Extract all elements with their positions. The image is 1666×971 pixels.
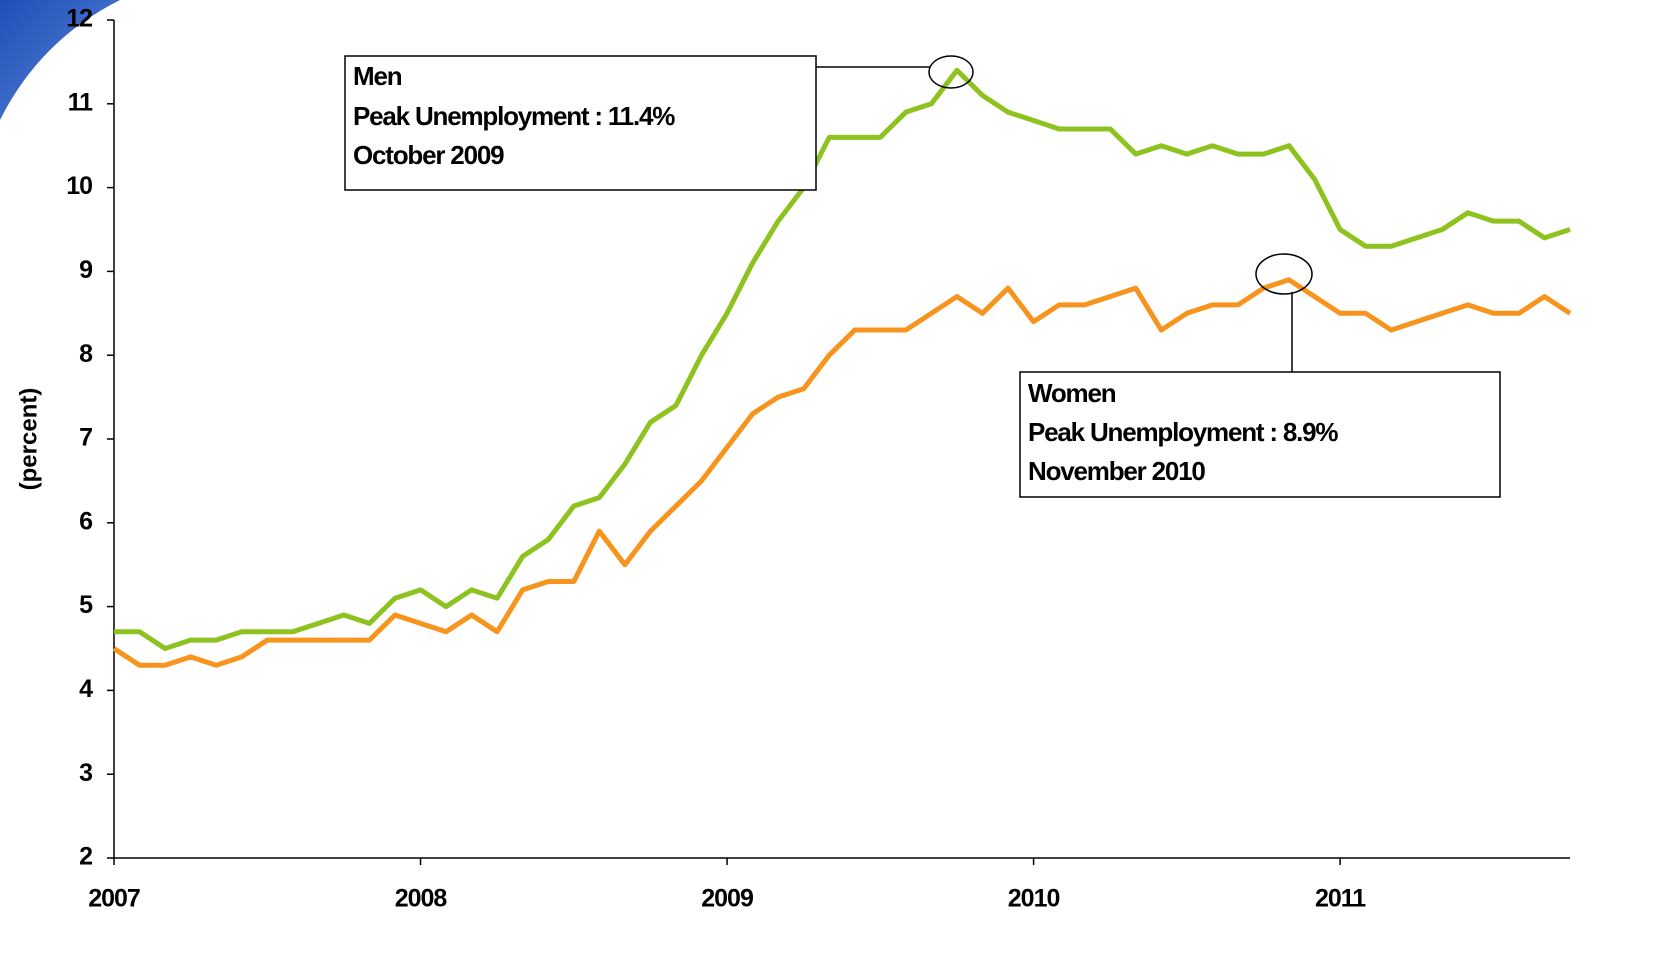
y-tick-label: 10 xyxy=(66,172,92,200)
x-tick-label: 2009 xyxy=(701,885,753,913)
annotation-text: Men xyxy=(353,61,402,91)
y-tick-label: 3 xyxy=(79,759,92,787)
annotation-box xyxy=(344,55,817,191)
x-tick-label: 2011 xyxy=(1315,885,1366,913)
y-tick-label: 12 xyxy=(66,5,92,33)
annotation-text: Women xyxy=(1028,378,1116,408)
y-tick-label: 6 xyxy=(79,507,92,535)
annotation-text: Peak Unemployment : 11.4% xyxy=(353,101,675,131)
x-tick-label: 2008 xyxy=(395,885,448,913)
y-tick-label: 4 xyxy=(79,675,93,703)
line-series xyxy=(112,277,1572,668)
highlight-circle xyxy=(928,55,974,89)
annotation-box xyxy=(1019,371,1501,498)
highlight-circle xyxy=(1255,253,1313,295)
annotation-text: October 2009 xyxy=(353,140,504,170)
annotation-text: November 2010 xyxy=(1028,456,1205,486)
plot-area: 2 3 4 5 6 7 8 9 10 11 12 2007 2008 2009 2010 2011 xyxy=(66,5,1572,913)
y-tick-label: 9 xyxy=(79,256,92,284)
y-axis-label: (percent) xyxy=(15,388,42,491)
y-tick-label: 11 xyxy=(68,88,94,116)
x-tick-label: 2010 xyxy=(1008,885,1060,913)
y-tick-label: 2 xyxy=(79,843,92,871)
y-tick-label: 8 xyxy=(79,340,93,368)
line-series xyxy=(114,67,1571,651)
y-tick-label: 7 xyxy=(79,424,92,452)
annotation-text: Peak Unemployment : 8.9% xyxy=(1028,417,1338,447)
y-tick-label: 5 xyxy=(79,591,93,619)
x-tick-label: 2007 xyxy=(88,885,140,913)
corner-decoration xyxy=(0,0,120,120)
